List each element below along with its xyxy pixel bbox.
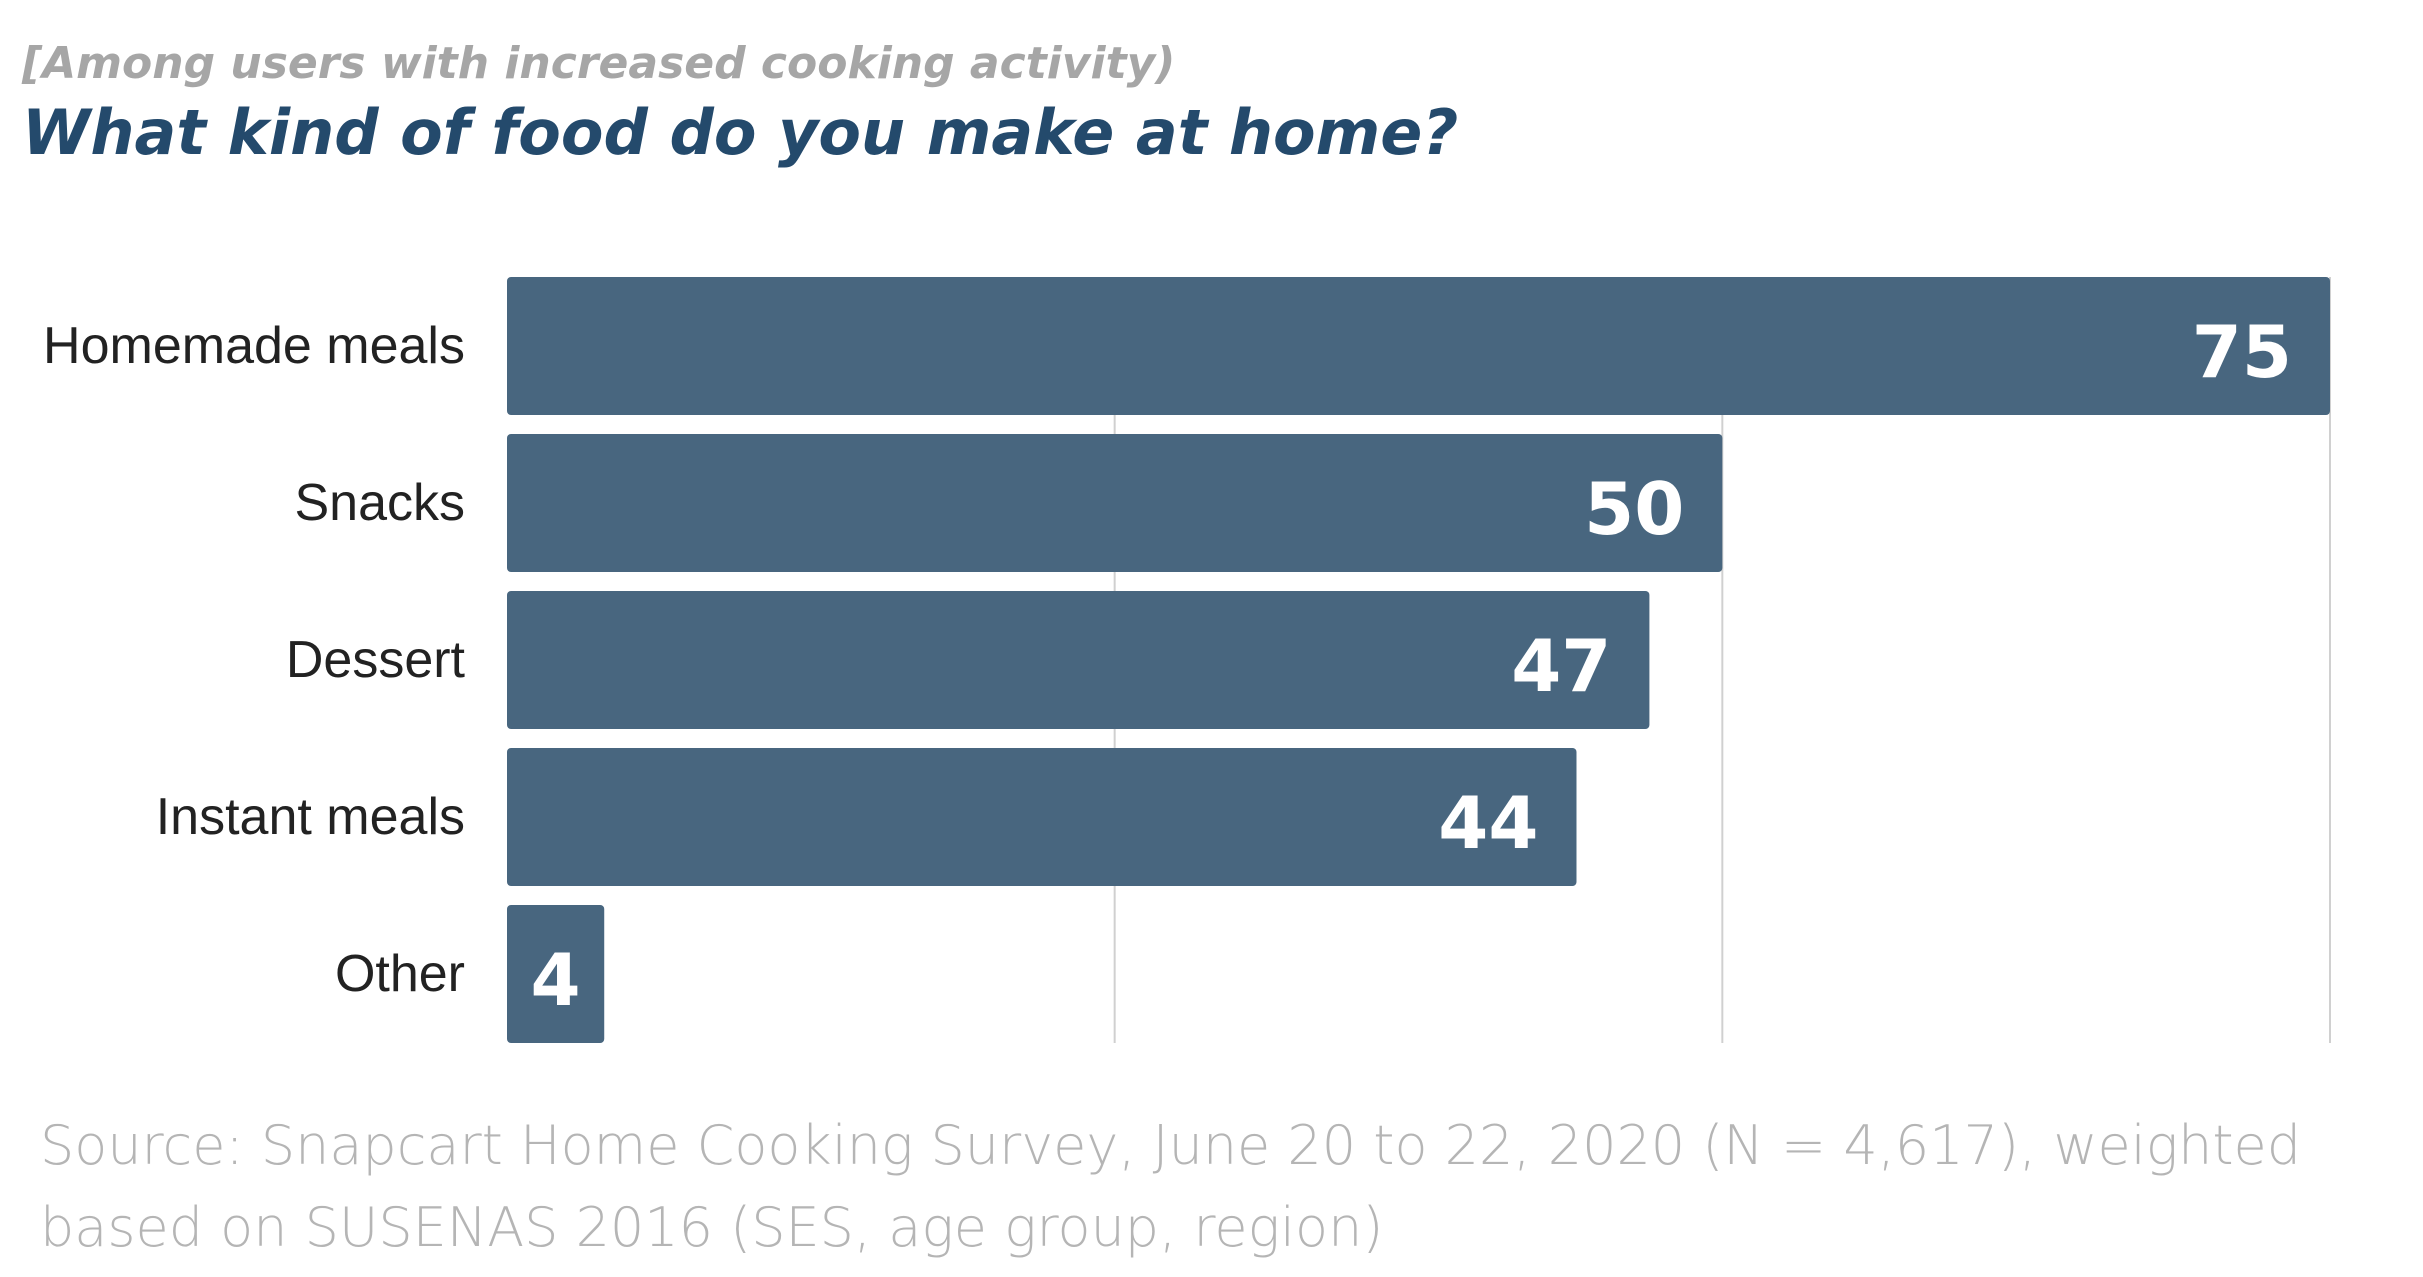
- category-label-instant-meals: Instant meals: [156, 788, 465, 846]
- bar-snacks: [507, 434, 1723, 572]
- category-labels: Homemade meals Snacks Dessert Instant meals…: [43, 317, 466, 1003]
- bar-other: [507, 905, 605, 1043]
- bars: [507, 277, 2330, 1043]
- chart-title: What kind of food do you make at home?: [22, 96, 1459, 169]
- bar-dessert: [507, 591, 1650, 729]
- category-label-dessert: Dessert: [286, 631, 466, 689]
- value-label-snacks: 50: [1584, 467, 1684, 551]
- category-label-other: Other: [335, 945, 465, 1003]
- bar-instant-meals: [507, 748, 1577, 886]
- source-note: Source: Snapcart Home Cooking Survey, Ju…: [40, 1114, 2302, 1259]
- value-label-other: 4: [531, 938, 581, 1022]
- bar-chart: Homemade meals Snacks Dessert Instant meals…: [43, 277, 2331, 1043]
- value-label-homemade-meals: 75: [2192, 310, 2292, 394]
- chart-subtitle: [Among users with increased cooking acti…: [22, 38, 1176, 89]
- bar-homemade-meals: [507, 277, 2330, 415]
- category-label-snacks: Snacks: [294, 474, 465, 532]
- value-label-dessert: 47: [1511, 624, 1611, 708]
- value-label-instant-meals: 44: [1438, 781, 1538, 865]
- category-label-homemade-meals: Homemade meals: [43, 317, 465, 375]
